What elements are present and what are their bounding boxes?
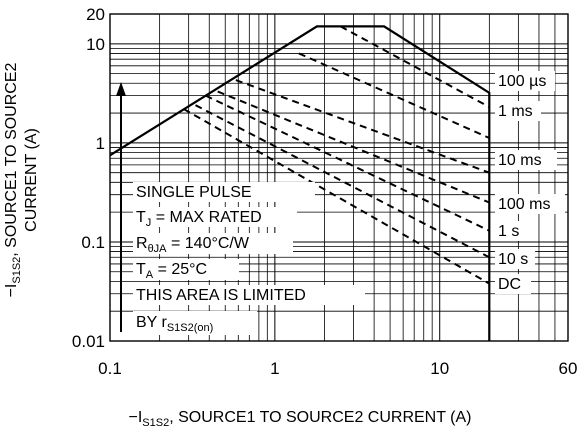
curve-3 <box>217 90 490 204</box>
mask-rtheta <box>133 233 293 254</box>
x-tick-label: 1 <box>270 359 279 378</box>
y-axis-title-line1: −IS1S2, SOURCE1 TO SOURCE2 <box>3 62 23 297</box>
series-label-mask <box>495 221 525 241</box>
pulse-curves <box>183 25 490 285</box>
series-label-mask <box>495 150 557 170</box>
x-tick-label: 0.1 <box>98 359 122 378</box>
series-label-1: 1 ms <box>498 103 533 120</box>
x-axis-title: −IS1S2, SOURCE1 TO SOURCE2 CURRENT (A) <box>129 409 472 429</box>
y-tick-label: 0.01 <box>72 332 105 351</box>
curve-6 <box>183 108 490 285</box>
y-axis-title-line2: CURRENT (A) <box>23 128 40 232</box>
series-label-mask <box>495 101 541 121</box>
series-label-mask <box>495 249 535 269</box>
curve-4 <box>205 94 490 232</box>
series-label-mask <box>495 274 531 294</box>
mask-by-rds <box>133 311 257 335</box>
x-tick-label: 10 <box>430 359 449 378</box>
y-tick-label: 20 <box>86 5 105 24</box>
up-arrow-head <box>116 82 126 96</box>
annotation-masks <box>133 182 365 335</box>
soa-envelope <box>109 25 491 341</box>
series-label-3: 100 ms <box>498 196 550 213</box>
annotation-ta: TA = 25°C <box>136 261 207 281</box>
annotation-single-pulse: SINGLE PULSE <box>136 184 252 201</box>
series-label-mask <box>495 194 565 214</box>
series-label-0: 100 µs <box>498 73 546 90</box>
series-label-6: DC <box>498 276 521 293</box>
annotation-rtheta: RθJA = 140°C/W <box>136 235 250 255</box>
annotation-by-rds: BY rS1S2(on) <box>136 314 213 334</box>
series-label-mask <box>495 71 555 91</box>
series-labels: 100 µs 1 ms 10 ms 100 ms 1 s 10 s DC <box>495 71 565 294</box>
mask-single-pulse <box>133 182 315 202</box>
curve-1 <box>298 52 490 139</box>
mask-ta <box>133 259 239 280</box>
y-tick-label: 10 <box>86 35 105 54</box>
annotation-tj: TJ = MAX RATED <box>136 209 262 229</box>
mask-limited <box>133 285 365 305</box>
y-axis-title: −IS1S2, SOURCE1 TO SOURCE2 CURRENT (A) <box>3 62 40 297</box>
series-label-4: 1 s <box>498 223 519 240</box>
y-tick-label: 0.1 <box>81 233 105 252</box>
annotation-limited: THIS AREA IS LIMITED <box>136 287 306 304</box>
x-tick-label: 60 <box>559 359 578 378</box>
curve-0 <box>340 25 490 108</box>
curve-2 <box>235 79 490 174</box>
series-label-5: 10 s <box>498 251 528 268</box>
series-label-2: 10 ms <box>498 152 542 169</box>
mask-tj <box>133 207 297 227</box>
y-tick-label: 1 <box>96 134 105 153</box>
tick-labels: 0.1 1 10 60 0.01 0.1 1 10 20 <box>72 5 578 378</box>
plot-frame <box>109 13 569 342</box>
